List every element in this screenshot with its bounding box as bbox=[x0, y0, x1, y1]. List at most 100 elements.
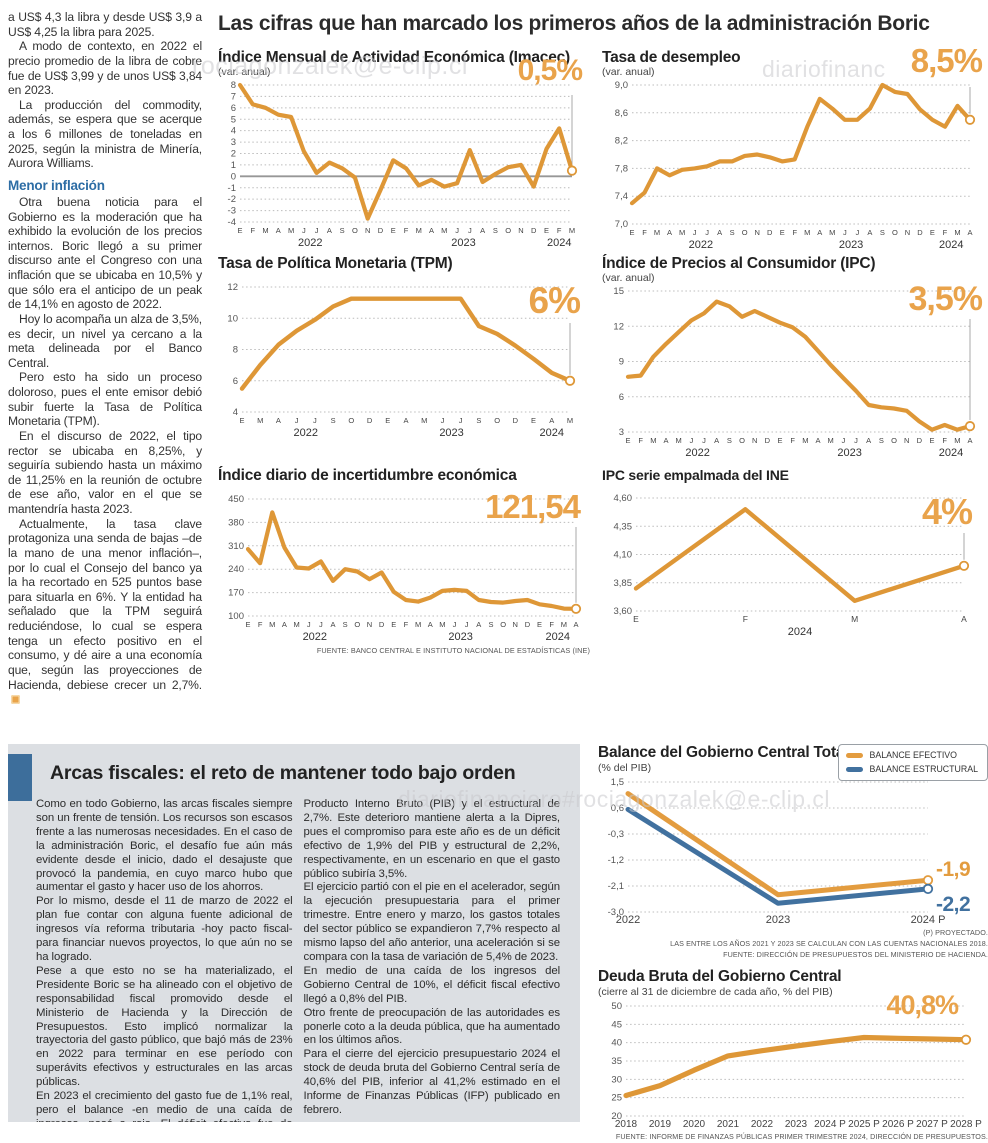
x-axis-label: E bbox=[245, 620, 250, 629]
x-axis-label: F bbox=[790, 436, 795, 445]
x-axis-label: D bbox=[378, 226, 384, 235]
highlight-value: 3,5% bbox=[908, 280, 983, 318]
chart-subtitle: (cierre al 31 de diciembre de cada año, … bbox=[598, 986, 833, 999]
x-axis-label: J bbox=[313, 416, 317, 425]
y-axis-label: 310 bbox=[228, 541, 244, 552]
paragraph: Pese a que esto no se ha materializado, … bbox=[36, 964, 293, 1089]
chart-title: Índice de Precios al Consumidor (IPC) bbox=[602, 255, 876, 272]
x-axis-label: A bbox=[867, 228, 872, 237]
highlight-value: 8,5% bbox=[910, 42, 983, 79]
x-axis-label: E bbox=[544, 226, 549, 235]
y-axis-label: -4 bbox=[228, 217, 236, 228]
x-axis-label: 2026 P bbox=[882, 1119, 914, 1130]
x-axis-label: M bbox=[561, 620, 567, 629]
left-article: a US$ 4,3 la libra y desde US$ 3,9 a US$… bbox=[8, 10, 210, 712]
x-axis-label: A bbox=[476, 620, 481, 629]
year-label: 2024 bbox=[939, 239, 963, 251]
end-point-marker bbox=[570, 603, 582, 615]
y-axis-label: 6 bbox=[619, 392, 624, 403]
end-point-marker bbox=[922, 875, 934, 886]
y-axis-label: 12 bbox=[613, 322, 624, 333]
paragraph: En el discurso de 2022, el tipo rector s… bbox=[8, 428, 202, 516]
paragraph: A modo de contexto, en 2022 el precio pr… bbox=[8, 39, 202, 98]
x-axis-label: M bbox=[829, 228, 835, 237]
x-axis-label: D bbox=[525, 620, 531, 629]
line-series bbox=[245, 510, 579, 612]
y-axis-label: 4,60 bbox=[614, 493, 633, 504]
line-series bbox=[239, 296, 573, 392]
x-axis-label: J bbox=[302, 226, 306, 235]
fiscal-charts: Balance del Gobierno Central Total (% de… bbox=[598, 744, 988, 1143]
y-axis-label: 12 bbox=[227, 282, 238, 293]
line-chart: 4,60 4,35 4,10 3,85 3,60 E F M A 2024 bbox=[602, 492, 988, 638]
x-axis-label: E bbox=[777, 436, 782, 445]
line-chart: 1,5 0,6 -0,3 -1,2 -2,1 -3,0 2022 2023 2024 P -1,9… bbox=[598, 776, 988, 926]
article-end-marker bbox=[11, 695, 20, 705]
x-axis-label: N bbox=[904, 436, 909, 445]
year-label: 2023 bbox=[439, 427, 463, 439]
x-axis-label: A bbox=[549, 416, 554, 425]
line-series bbox=[633, 506, 967, 603]
x-axis-label: A bbox=[717, 228, 722, 237]
x-axis-label: A bbox=[403, 416, 408, 425]
y-axis-label: 0,6 bbox=[611, 803, 624, 814]
x-axis-label: D bbox=[917, 228, 923, 237]
y-axis-label: 7,8 bbox=[615, 164, 628, 175]
x-axis-label: 2027 P bbox=[916, 1119, 948, 1130]
y-axis-label: 2 bbox=[231, 149, 236, 160]
x-axis-label: J bbox=[295, 416, 299, 425]
chart-tpm: Tasa de Política Monetaria (TPM) 6% 12 10… bbox=[218, 252, 590, 464]
x-axis-label: A bbox=[866, 436, 871, 445]
x-axis-label: J bbox=[468, 226, 472, 235]
x-axis-label: J bbox=[315, 226, 319, 235]
year-label: 2024 bbox=[546, 631, 570, 643]
year-label: 2022 bbox=[689, 239, 713, 251]
x-axis-label: F bbox=[549, 620, 554, 629]
article-subhead: Menor inflación bbox=[8, 177, 105, 193]
x-axis-label: N bbox=[905, 228, 910, 237]
x-axis-label: J bbox=[702, 436, 706, 445]
x-axis-label: 2018 bbox=[615, 1119, 638, 1130]
x-axis-label: A bbox=[663, 436, 668, 445]
x-axis-label: A bbox=[815, 436, 820, 445]
fiscal-col-1: Como en todo Gobierno, las arcas fiscale… bbox=[36, 798, 293, 1122]
y-axis-label: 7 bbox=[231, 92, 236, 103]
charts-area: Las cifras que han marcado los primeros … bbox=[210, 10, 988, 712]
x-axis-label: S bbox=[880, 228, 885, 237]
end-point-marker bbox=[922, 883, 934, 894]
x-axis-label: M bbox=[293, 620, 299, 629]
x-axis-label: M bbox=[804, 228, 810, 237]
paragraph: Pero esto ha sido un proceso doloroso, p… bbox=[8, 370, 202, 429]
year-label: 2024 bbox=[939, 447, 963, 459]
chart-title: Tasa de Política Monetaria (TPM) bbox=[218, 255, 453, 272]
x-axis-label: N bbox=[754, 228, 759, 237]
chart-subtitle: (var. anual) bbox=[218, 66, 271, 79]
x-axis-label: D bbox=[767, 228, 773, 237]
line-series bbox=[237, 83, 575, 221]
bottom-section: Arcas fiscales: el reto de mantener todo… bbox=[0, 744, 988, 1143]
chart-title: Tasa de desempleo bbox=[602, 49, 741, 66]
x-axis-label: D bbox=[531, 226, 537, 235]
chart-imacec: Índice Mensual de Actividad Económica (I… bbox=[218, 46, 590, 252]
y-axis-label: 4,10 bbox=[614, 549, 633, 560]
line-chart: 8 7 6 5 4 3 2 1 0 -1 -2 -3 -4 E F M A M J J A S O N D E F M A M J J A S O N… bbox=[218, 79, 590, 249]
x-axis-label: O bbox=[348, 416, 354, 425]
y-axis-label: 3 bbox=[231, 137, 236, 148]
chart-incertidumbre: Índice diario de incertidumbre económica… bbox=[218, 464, 590, 666]
x-axis-label: J bbox=[307, 620, 311, 629]
y-axis-label: 1 bbox=[231, 160, 236, 171]
x-axis-label: F bbox=[942, 436, 947, 445]
chart-title: Índice diario de incertidumbre económica bbox=[218, 467, 517, 484]
y-axis-label: 8,6 bbox=[615, 108, 628, 119]
y-axis-label: 8 bbox=[231, 80, 236, 91]
article-paragraphs-intro: a US$ 4,3 la libra y desde US$ 3,9 a US$… bbox=[8, 10, 202, 171]
x-axis-label: F bbox=[638, 436, 643, 445]
y-axis-label: 40 bbox=[611, 1038, 622, 1049]
x-axis-label: E bbox=[531, 416, 536, 425]
x-axis-label: S bbox=[493, 226, 498, 235]
x-axis-label: M bbox=[802, 436, 808, 445]
